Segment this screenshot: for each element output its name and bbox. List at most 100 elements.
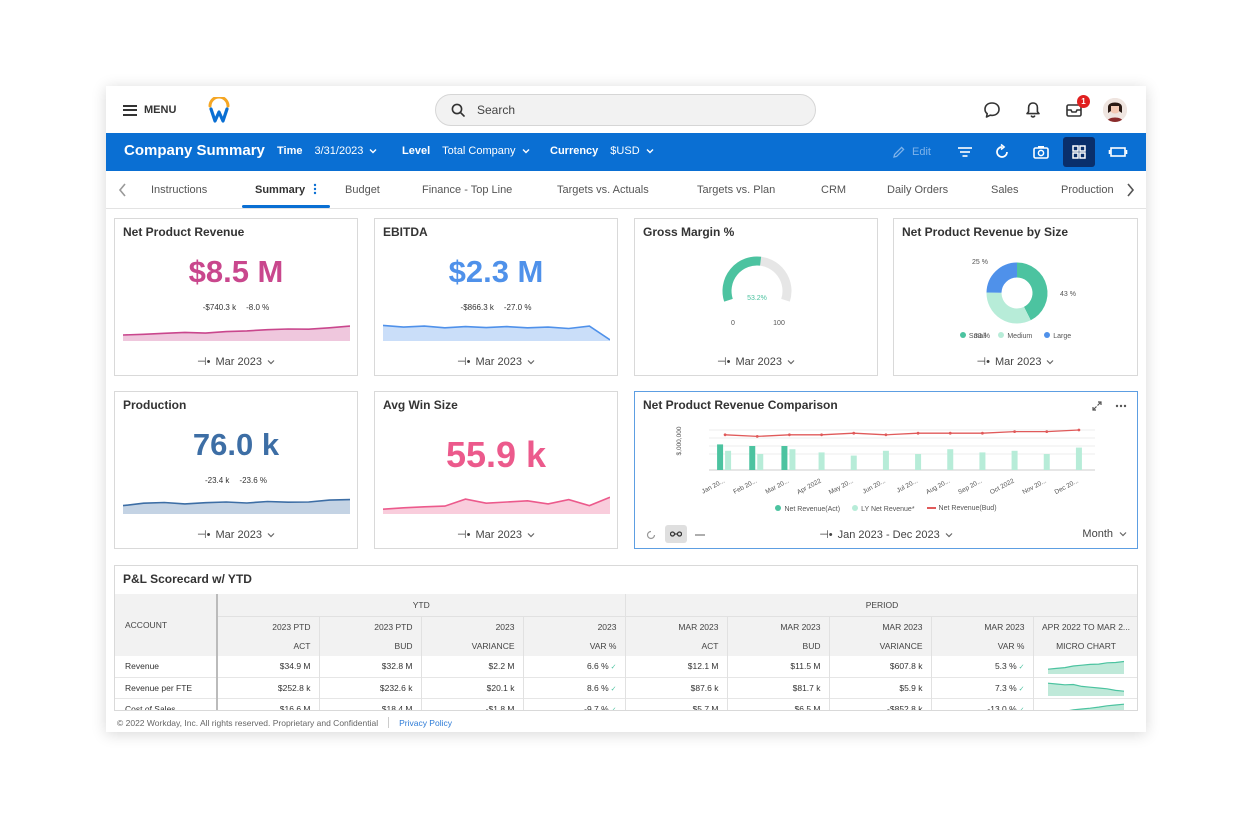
card-net-product-revenue[interactable]: Net Product Revenue $8.5 M -$740.3 k -8.…	[114, 218, 358, 376]
period-selector[interactable]: ⊣• Mar 2023	[375, 355, 617, 368]
edit-button[interactable]: Edit	[892, 145, 931, 159]
table-row[interactable]: Revenue per FTE $252.8 k $232.6 k $20.1 k 8.…	[115, 677, 1137, 698]
period-selector[interactable]: ⊣• Mar 2023	[115, 528, 357, 541]
tab-summary[interactable]: Summary	[255, 184, 306, 196]
column-header[interactable]: MAR 2023 BUD	[727, 616, 830, 656]
period-selector[interactable]: ⊣• Mar 2023	[635, 355, 877, 368]
avatar[interactable]	[1103, 98, 1127, 122]
presentation-icon[interactable]	[1108, 142, 1128, 162]
card-gross-margin[interactable]: Gross Margin % 53.2% 0 100 ⊣• Mar 2023	[634, 218, 878, 376]
card-revenue-comparison[interactable]: Net Product Revenue Comparison $,000,000…	[634, 391, 1138, 549]
tab-budget[interactable]: Budget	[345, 184, 380, 196]
tab-daily-orders[interactable]: Daily Orders	[887, 184, 949, 196]
period-group-header: PERIOD	[625, 594, 1137, 617]
card-ebitda[interactable]: EBITDA $2.3 M -$866.3 k -27.0 % ⊣• Mar 2…	[374, 218, 618, 376]
unlink-icon[interactable]	[694, 531, 706, 539]
menu-button[interactable]: MENU	[123, 101, 176, 119]
micro-chart-cell	[1033, 677, 1137, 698]
workday-logo-icon[interactable]	[207, 97, 231, 123]
value-cell: 8.6 % ✓	[523, 677, 626, 698]
period-label: Mar 2023	[215, 528, 262, 541]
edit-label: Edit	[912, 146, 931, 158]
kpi-value: 55.9 k	[445, 434, 547, 475]
tab-finance-top-line[interactable]: Finance - Top Line	[422, 184, 513, 196]
chevron-down-icon	[267, 532, 275, 537]
level-label: Level	[402, 145, 431, 157]
tab-sales[interactable]: Sales	[991, 184, 1019, 196]
slice-large[interactable]	[986, 262, 1018, 294]
expand-icon[interactable]	[1091, 400, 1103, 412]
granularity-selector[interactable]: Month	[1082, 528, 1127, 540]
column-header[interactable]: MAR 2023 VARIANCE	[829, 616, 932, 656]
period-selector[interactable]: ⊣• Mar 2023	[375, 528, 617, 541]
slice-medium[interactable]	[986, 292, 1031, 324]
x-tick-label: Oct 2022	[989, 477, 1016, 496]
column-header-bottom: VARIANCE	[471, 640, 515, 651]
card-avg-win-size[interactable]: Avg Win Size 55.9 k ⊣• Mar 2023	[374, 391, 618, 549]
link-toggle-button[interactable]	[665, 525, 687, 543]
legend-item-medium[interactable]: Medium	[998, 332, 1032, 340]
cell-value: $34.9 M	[279, 661, 311, 672]
currency-filter[interactable]: Currency $USD	[550, 145, 654, 157]
column-header[interactable]: 2023 PTD BUD	[319, 616, 422, 656]
reset-icon[interactable]	[645, 529, 657, 541]
column-header[interactable]: 2023 PTD ACT	[217, 616, 320, 656]
period-selector[interactable]: ⊣• Mar 2023	[115, 355, 357, 368]
column-header[interactable]: MAR 2023 VAR %	[931, 616, 1034, 656]
search-input[interactable]	[477, 103, 777, 117]
tab-targets-vs-plan[interactable]: Targets vs. Plan	[697, 184, 776, 196]
tab-instructions[interactable]: Instructions	[151, 184, 208, 196]
legend-item-small[interactable]: Small	[959, 332, 986, 340]
card-revenue-by-size[interactable]: Net Product Revenue by Size 25 % 43 % 33…	[893, 218, 1138, 376]
period-label: Jan 2023 - Dec 2023	[837, 528, 940, 541]
granularity-label: Month	[1082, 528, 1113, 540]
inbox-button[interactable]: 1	[1064, 95, 1090, 120]
bar-act	[781, 446, 788, 470]
point-bud	[948, 431, 952, 435]
bar-ly	[882, 450, 889, 470]
pencil-icon	[893, 146, 905, 158]
slice-small[interactable]	[1016, 262, 1048, 321]
bar-ly	[789, 449, 796, 470]
time-filter[interactable]: Time 3/31/2023	[277, 145, 377, 157]
filter-icon[interactable]	[955, 142, 975, 162]
table-row[interactable]: Revenue $34.9 M $32.8 M $2.2 M 6.6 % ✓ $12.1 …	[115, 656, 1137, 677]
tab-targets-vs-actuals[interactable]: Targets vs. Actuals	[557, 184, 649, 196]
card-production[interactable]: Production 76.0 k -23.4 k -23.6 % ⊣• Mar…	[114, 391, 358, 549]
period-selector[interactable]: ⊣• Mar 2023	[894, 355, 1137, 368]
chevron-left-icon[interactable]	[116, 181, 130, 199]
column-header[interactable]: MAR 2023 ACT	[625, 616, 728, 656]
chat-icon[interactable]	[982, 100, 1002, 120]
column-header[interactable]: 2023 VARIANCE	[421, 616, 524, 656]
period-selector[interactable]: ⊣• Jan 2023 - Dec 2023	[635, 528, 1137, 541]
chevron-right-icon[interactable]	[1123, 181, 1137, 199]
sparkline-line	[123, 498, 350, 507]
camera-icon[interactable]	[1031, 142, 1051, 162]
cell-value: $12.1 M	[687, 661, 719, 672]
grid-view-button[interactable]	[1063, 137, 1095, 167]
value-cell: 5.3 % ✓	[931, 656, 1034, 677]
donut-chart: 25 % 43 % 33 %	[972, 259, 1076, 340]
column-header-top: 2023 PTD	[272, 621, 311, 632]
legend-item-large[interactable]: Large	[1044, 332, 1071, 340]
legend-item-bud[interactable]: Net Revenue(Bud)	[926, 505, 997, 513]
bell-icon[interactable]	[1023, 100, 1043, 120]
combo-chart: $,000,000 Jan 20... Feb 20... Mar 20... Apr…	[676, 426, 1095, 496]
legend-item-ly[interactable]: LY Net Revenue*	[852, 505, 915, 513]
level-filter[interactable]: Level Total Company	[402, 145, 530, 157]
chevron-down-icon	[267, 359, 275, 364]
more-options-icon[interactable]	[1115, 400, 1127, 412]
refresh-icon[interactable]	[992, 142, 1012, 162]
legend-item-act[interactable]: Net Revenue(Act)	[775, 505, 840, 513]
kpi-value: $8.5 M	[188, 254, 284, 289]
tab-options-icon[interactable]	[313, 183, 317, 195]
privacy-policy-link[interactable]: Privacy Policy	[399, 717, 452, 728]
tab-production[interactable]: Production	[1061, 184, 1114, 196]
column-header[interactable]: 2023 VAR %	[523, 616, 626, 656]
search-bar[interactable]	[435, 94, 816, 126]
tab-crm[interactable]: CRM	[821, 184, 847, 196]
point-bud	[788, 433, 791, 437]
table-row[interactable]: Cost of Sales $16.6 M $18.4 M -$1.8 M -9.7 %…	[115, 698, 1137, 710]
column-header[interactable]: APR 2022 TO MAR 2... MICRO CHART	[1033, 616, 1137, 656]
point-bud	[723, 433, 727, 437]
